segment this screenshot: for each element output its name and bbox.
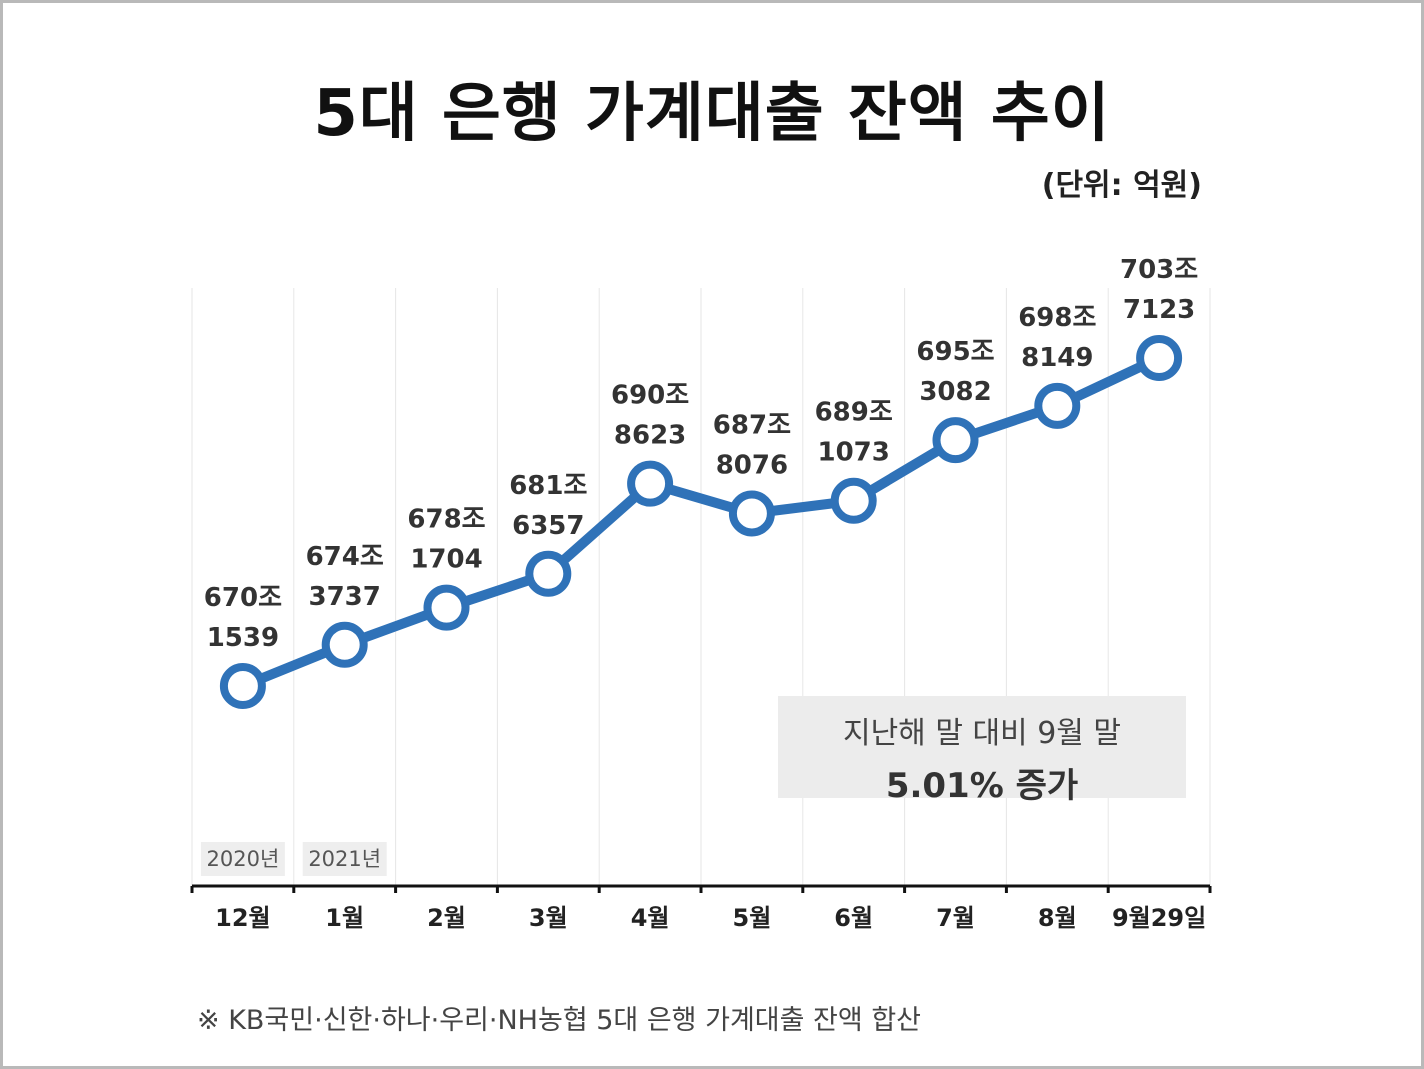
data-label-jo: 681조	[509, 471, 587, 501]
data-label-jo: 678조	[407, 505, 485, 535]
data-point	[932, 417, 979, 464]
data-point	[423, 584, 470, 631]
chart-title: 5대 은행 가계대출 잔액 추이	[313, 77, 1111, 151]
data-label-jo: 690조	[611, 381, 689, 411]
x-tick-label: 6월	[834, 904, 873, 932]
data-point	[1034, 382, 1081, 429]
data-label-eok: 3737	[309, 582, 381, 612]
data-label-jo: 689조	[815, 398, 893, 428]
x-tick-label: 4월	[631, 904, 670, 932]
data-label-eok: 1539	[207, 623, 279, 653]
series-line	[237, 353, 1165, 691]
callout-line1: 지난해 말 대비 9월 말	[842, 716, 1122, 751]
data-point	[627, 460, 674, 507]
data-label-eok: 8149	[1021, 343, 1093, 373]
unit-label: (단위: 억원)	[1041, 168, 1202, 203]
year-label-bg	[200, 842, 285, 876]
data-label-jo: 687조	[713, 410, 791, 440]
x-tick-label: 5월	[733, 904, 772, 932]
data-label-jo: 674조	[306, 542, 384, 572]
data-point	[219, 663, 266, 709]
data-point	[728, 490, 775, 537]
year-label: 2021년	[308, 847, 381, 871]
data-label-eok: 6357	[512, 511, 584, 541]
data-point	[525, 550, 572, 597]
data-label-eok: 8076	[716, 450, 788, 480]
data-label-eok: 7123	[1123, 295, 1195, 325]
x-tick-label: 2월	[427, 904, 466, 932]
x-tick-label: 9월29일	[1112, 904, 1206, 932]
callout-box: 지난해 말 대비 9월 말 5.01% 증가	[778, 696, 1186, 806]
x-tick-label: 12월	[215, 904, 270, 932]
data-label-jo: 698조	[1018, 303, 1096, 333]
callout-line2: 5.01% 증가	[885, 766, 1079, 806]
x-tick-label: 3월	[529, 904, 568, 932]
year-label: 2020년	[207, 847, 280, 871]
footnote: ※ KB국민·신한·하나·우리·NH농협 5대 은행 가계대출 잔액 합산	[197, 1005, 921, 1036]
x-tick-label: 7월	[936, 904, 975, 932]
data-label-eok: 1704	[410, 545, 482, 575]
data-point	[1136, 335, 1183, 381]
data-label-eok: 8623	[614, 421, 686, 451]
x-tick-label: 8월	[1038, 904, 1077, 932]
data-point	[321, 621, 368, 668]
data-label-jo: 670조	[204, 583, 282, 613]
x-tick-label: 1월	[325, 904, 364, 932]
data-label-eok: 3082	[919, 377, 991, 407]
data-point	[830, 477, 877, 524]
year-label-bg	[302, 842, 387, 876]
data-label-eok: 1073	[818, 438, 890, 468]
data-label-jo: 695조	[916, 337, 994, 367]
data-label-jo: 703조	[1120, 255, 1198, 285]
